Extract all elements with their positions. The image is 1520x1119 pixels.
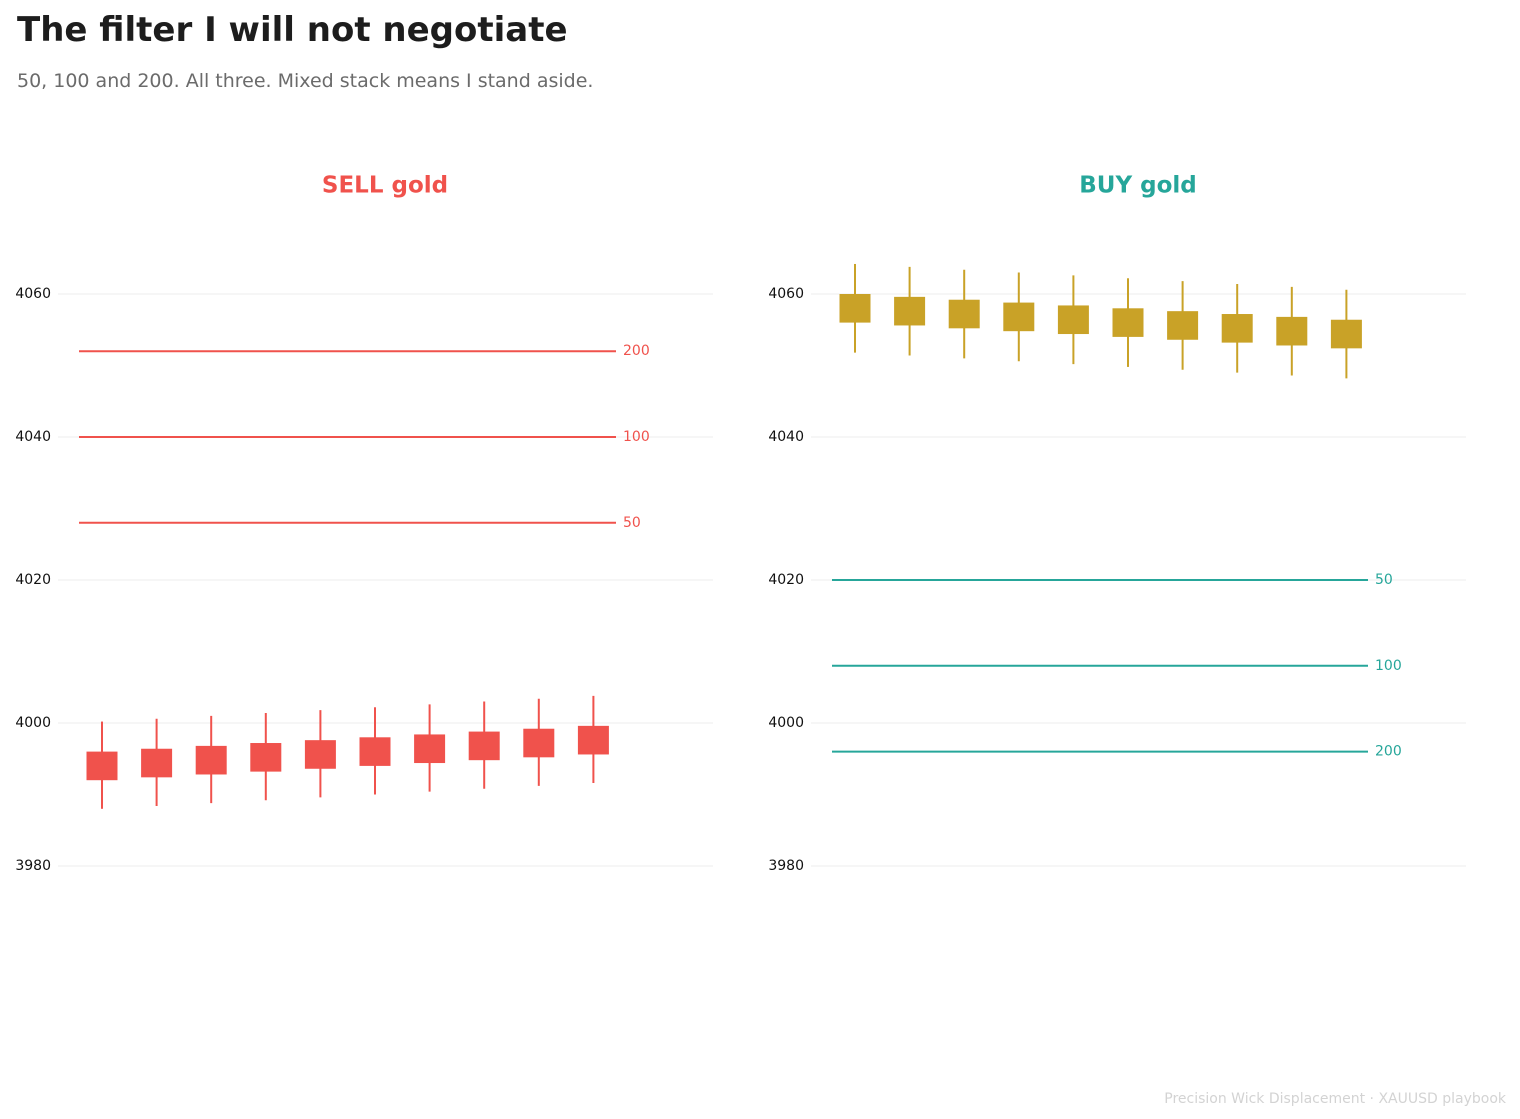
y-tick-label: 4000 [15,715,51,731]
candle [523,698,555,786]
y-tick-label: 4040 [768,429,804,445]
ma-label-100: 100 [1375,658,1402,674]
candle [359,707,391,795]
candle-body [1057,305,1089,335]
candle-body [86,751,118,781]
candle [1221,283,1253,373]
y-tick-label: 3980 [768,858,804,874]
page-subtitle: 50, 100 and 200. All three. Mixed stack … [17,70,594,92]
candle-body [468,731,500,761]
candle [1112,278,1144,367]
candle-body [523,728,555,758]
candle [468,701,500,789]
candle [1057,275,1089,365]
candle [1330,289,1362,379]
ma-label-50: 50 [1375,572,1393,588]
candle-body [577,725,609,755]
candle-body [1167,311,1199,340]
candle [948,269,980,359]
ma-label-100: 100 [623,429,650,445]
candle-body [1003,302,1035,332]
y-tick-label: 3980 [15,858,51,874]
candle-body [195,745,227,775]
candle [141,718,173,806]
candle [1276,286,1308,376]
candle-body [250,743,282,772]
chart-panel-1: SELL gold 3980 4000 4020 4040 4060 200 100 50 [15,173,713,874]
candle [414,704,446,792]
y-tick-label: 4060 [15,286,51,302]
ma-label-50: 50 [623,515,641,531]
candle [577,695,609,784]
chart-panel-2: BUY gold 3980 4000 4020 4040 4060 50 100 200 [768,173,1466,874]
candle-body [1330,319,1362,349]
candle-body [894,296,926,326]
ma-label-200: 200 [623,343,650,359]
footer-credit: Precision Wick Displacement · XAUUSD pla… [1164,1091,1506,1107]
y-tick-label: 4000 [768,715,804,731]
y-tick-label: 4040 [15,429,51,445]
candle-body [839,294,871,323]
candle [1003,272,1035,362]
candle-body [948,299,980,329]
panel-title: SELL gold [322,173,448,199]
candle-body [1112,308,1144,337]
panel-title: BUY gold [1079,173,1196,199]
y-tick-label: 4020 [15,572,51,588]
candle [894,266,926,356]
candle [86,721,118,809]
candle-body [414,734,446,764]
candle [839,263,871,353]
page-title: The filter I will not negotiate [17,10,568,50]
candle [304,710,336,798]
candle-body [1221,314,1253,343]
candle-body [141,748,173,778]
candle-body [359,737,391,766]
ma-label-200: 200 [1375,744,1402,760]
candle-body [1276,316,1308,346]
candle [1167,281,1199,370]
y-tick-label: 4020 [768,572,804,588]
candle [195,715,227,804]
candle-body [304,740,336,769]
y-tick-label: 4060 [768,286,804,302]
candle [250,712,282,801]
